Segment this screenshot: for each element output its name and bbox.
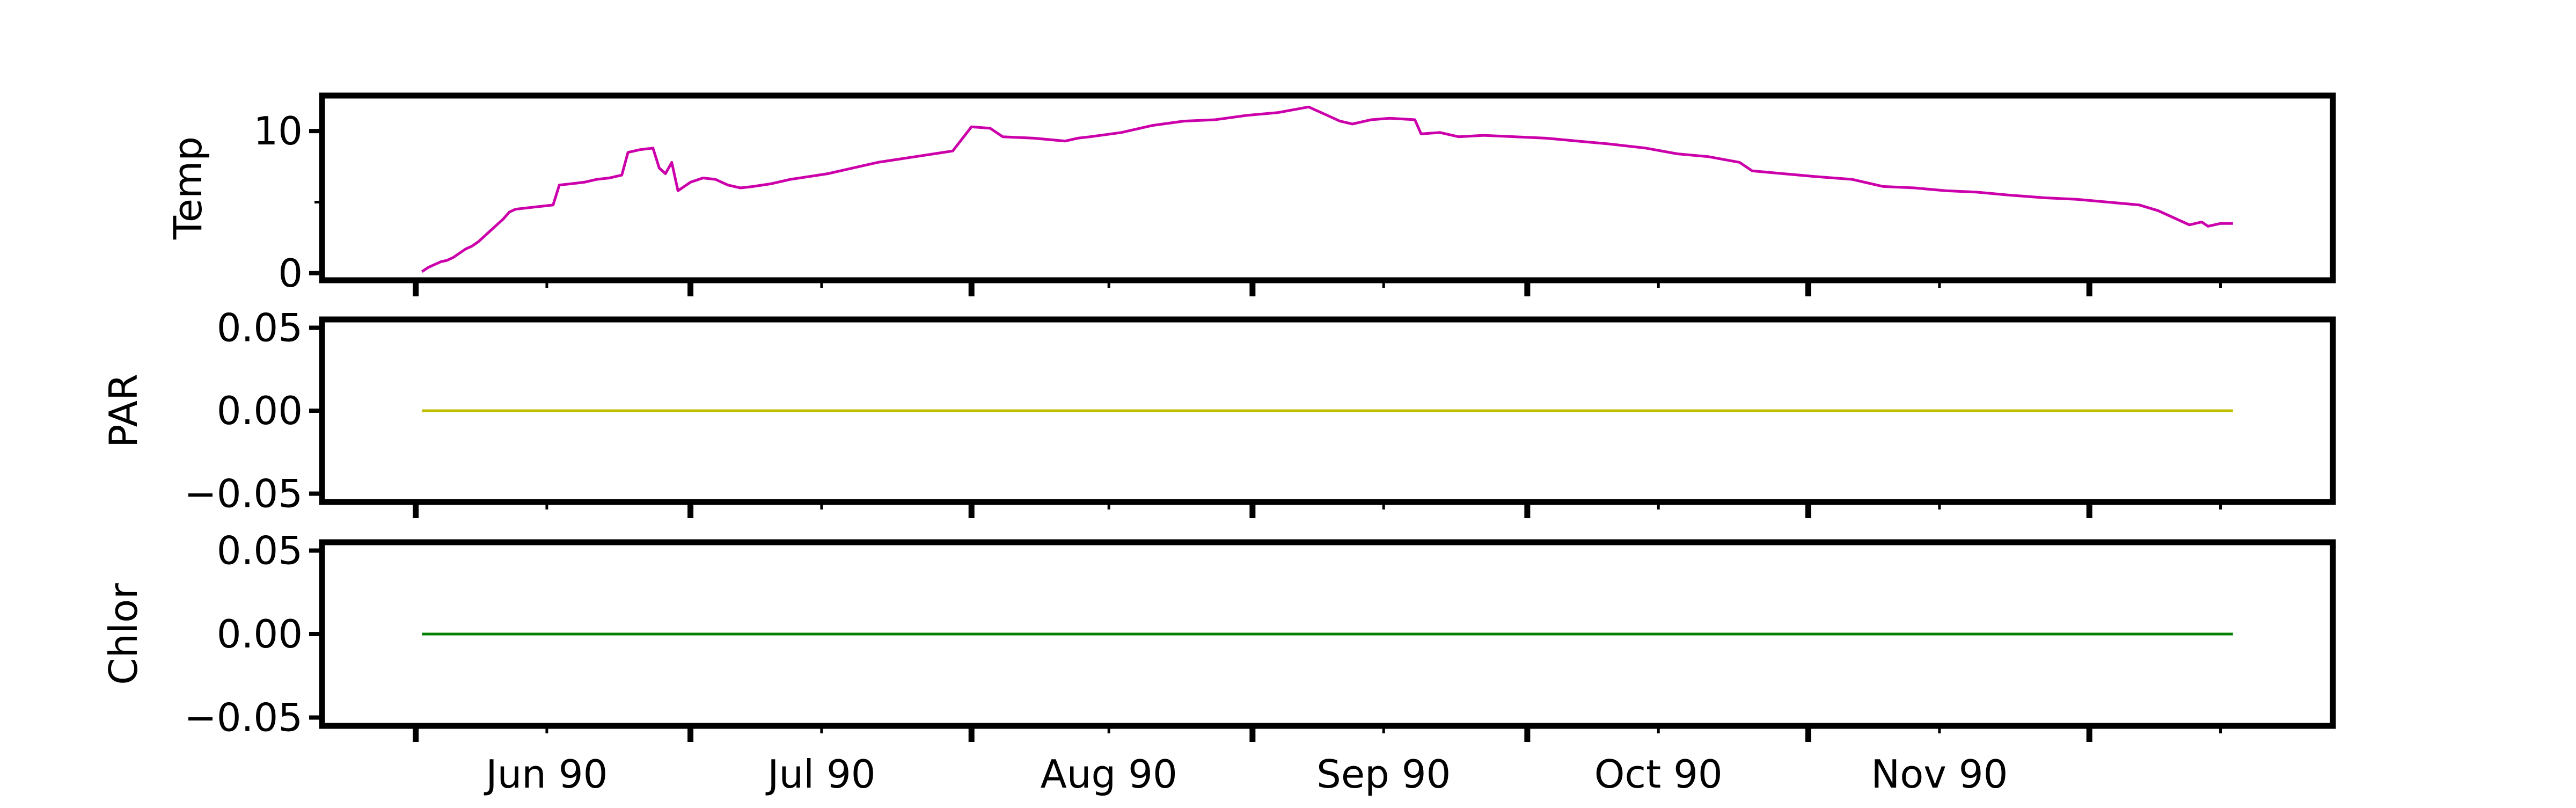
panel-par: −0.05 0.00 0.05 PAR xyxy=(101,305,2336,518)
y-axis-label: Temp xyxy=(165,136,210,240)
x-tick-label: Sep 90 xyxy=(1316,752,1451,797)
x-tick-label: Aug 90 xyxy=(1041,752,1177,797)
x-tick-label: Jun 90 xyxy=(484,752,608,797)
y-axis-label: PAR xyxy=(101,374,146,448)
y-tick-label: 0.05 xyxy=(217,528,303,573)
panel-chlor: −0.05 0.00 0.05 Chlor xyxy=(101,528,2336,742)
x-tick-label: Oct 90 xyxy=(1594,752,1723,797)
y-tick-label: 0.00 xyxy=(217,388,303,433)
x-tick-label: Jul 90 xyxy=(765,752,875,797)
series-line-temp xyxy=(421,105,2233,273)
panel-frame xyxy=(319,92,2336,283)
y-tick-label: 10 xyxy=(253,108,303,154)
y-tick-label: −0.05 xyxy=(184,471,303,516)
y-tick-label: 0.00 xyxy=(217,612,303,657)
y-tick-label: 0.05 xyxy=(217,305,303,350)
y-tick-label: −0.05 xyxy=(184,695,303,740)
y-tick-label: 0 xyxy=(278,251,303,296)
panel-temp: 0 10 Temp xyxy=(165,92,2336,296)
y-axis-label: Chlor xyxy=(101,583,146,685)
x-tick-label: Nov 90 xyxy=(1871,752,2008,797)
